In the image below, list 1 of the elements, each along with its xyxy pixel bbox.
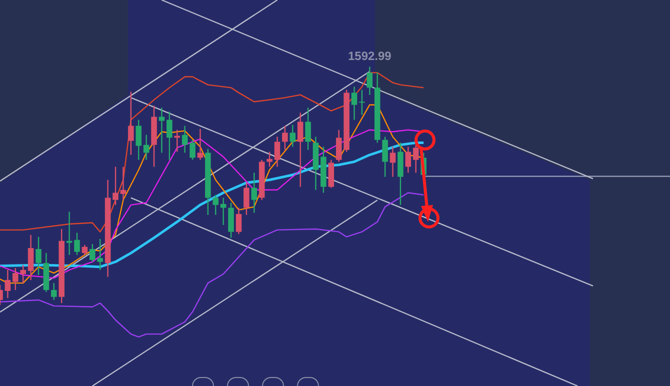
annotation: 1592.99 <box>348 49 392 64</box>
